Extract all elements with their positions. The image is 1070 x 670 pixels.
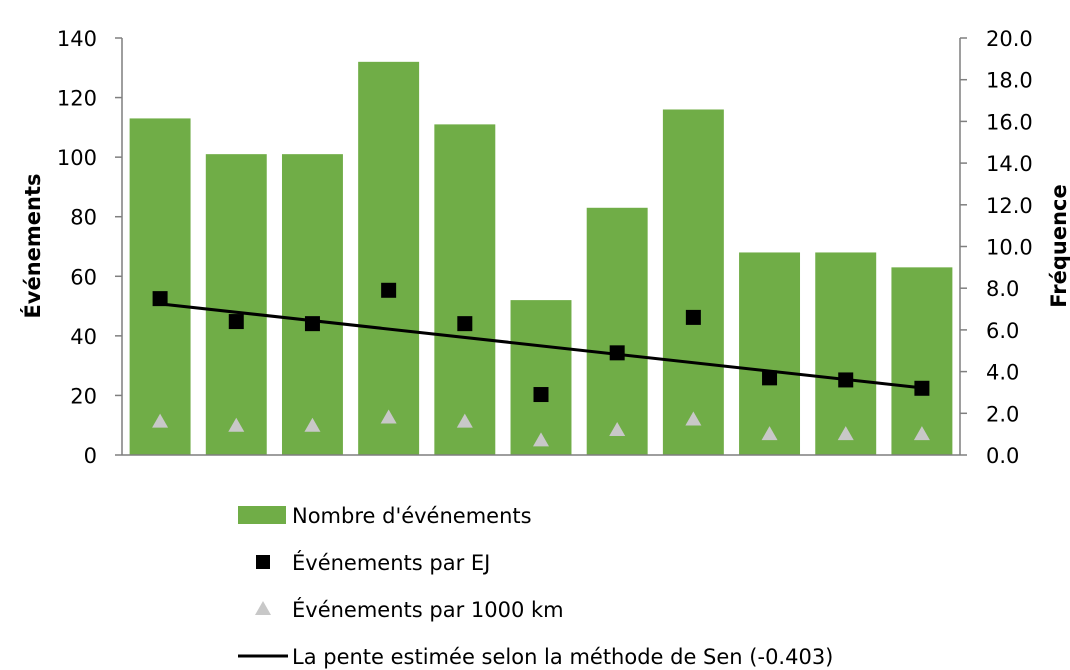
triangle-point-11 <box>913 426 930 441</box>
square-point-5 <box>457 316 473 332</box>
square-point-6 <box>533 387 549 403</box>
y-tick-label: 40 <box>70 325 97 349</box>
legend-label-3: Événements par 1000 km <box>292 597 564 622</box>
bar-10 <box>815 252 877 455</box>
triangle-point-5 <box>456 413 473 428</box>
sen-slope-line <box>159 302 923 390</box>
y-tick-label: 120 <box>57 87 97 111</box>
y-tick-label: 0 <box>84 444 97 468</box>
y2-tick-label: 0.0 <box>986 444 1019 468</box>
triangle-point-2 <box>228 417 245 432</box>
bar-9 <box>739 252 801 455</box>
y2-tick-label: 6.0 <box>986 319 1019 343</box>
y2-tick-label: 14.0 <box>986 152 1033 176</box>
y2-tick-label: 18.0 <box>986 69 1033 93</box>
legend-swatch-square <box>256 555 270 569</box>
y2-tick-label: 2.0 <box>986 402 1019 426</box>
legend-swatch-triangle <box>255 601 271 615</box>
triangle-point-9 <box>761 426 778 441</box>
y2-tick-label: 8.0 <box>986 277 1019 301</box>
y2-tick-label: 4.0 <box>986 361 1019 385</box>
legend-label-1: Nombre d'événements <box>292 504 532 528</box>
y-tick-label: 60 <box>70 265 97 289</box>
y-tick-label: 140 <box>57 27 97 51</box>
legend-swatch-bar <box>238 506 286 524</box>
y2-tick-label: 20.0 <box>986 27 1033 51</box>
legend-label-2: Événements par EJ <box>292 550 490 575</box>
y-tick-label: 80 <box>70 206 97 230</box>
y-tick-label: 100 <box>57 146 97 170</box>
bar-2 <box>205 154 267 455</box>
square-point-1 <box>152 291 168 307</box>
y-axis-title: Événements <box>20 173 45 318</box>
axes-group: 0 20 40 60 80 100 120 140 0.0 2.0 4.0 6.0 8.0 10.0 12.… <box>57 27 1033 468</box>
bar-1 <box>129 118 191 456</box>
y2-tick-label: 16.0 <box>986 110 1033 134</box>
bar-8 <box>662 109 724 455</box>
triangle-point-4 <box>380 409 397 424</box>
y2-tick-label: 12.0 <box>986 194 1033 218</box>
bar-11 <box>891 267 953 455</box>
square-point-3 <box>304 316 320 332</box>
bar-6 <box>510 300 572 455</box>
square-point-8 <box>685 309 701 325</box>
bar-4 <box>358 61 420 455</box>
square-point-2 <box>228 314 244 330</box>
triangle-point-3 <box>304 417 321 432</box>
triangle-point-10 <box>837 426 854 441</box>
markers-group <box>152 282 930 447</box>
y2-axis-title: Fréquence <box>1047 184 1070 307</box>
legend: Nombre d'événements Événements par EJ Évén… <box>238 504 833 669</box>
square-point-10 <box>838 372 854 388</box>
bars-group <box>129 61 953 456</box>
y-tick-label: 20 <box>70 384 97 408</box>
triangle-point-8 <box>685 411 702 426</box>
bar-5 <box>434 124 496 455</box>
bar-7 <box>586 207 648 455</box>
triangle-point-6 <box>533 432 549 447</box>
triangle-point-7 <box>609 421 626 436</box>
trend-line-group <box>159 302 923 390</box>
y2-tick-label: 10.0 <box>986 236 1033 260</box>
bar-3 <box>281 154 343 455</box>
square-point-9 <box>762 370 778 386</box>
triangle-point-1 <box>152 413 169 428</box>
square-point-7 <box>609 345 625 361</box>
legend-label-4: La pente estimée selon la méthode de Sen… <box>292 645 833 669</box>
square-point-4 <box>381 282 397 298</box>
square-point-11 <box>914 380 930 396</box>
